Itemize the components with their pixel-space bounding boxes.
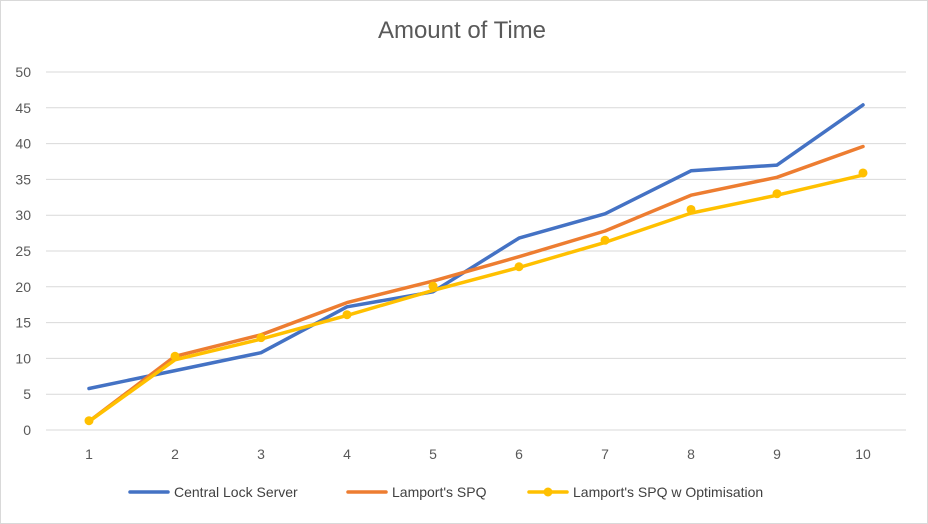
x-tick-label: 3	[257, 446, 265, 462]
legend: Central Lock Server Lamport's SPQ Lamport'…	[128, 484, 763, 500]
legend-label-0: Central Lock Server	[174, 484, 298, 500]
series-2-marker	[84, 416, 94, 426]
series-2-marker	[600, 235, 610, 245]
x-tick-label: 4	[343, 446, 351, 462]
series-2-marker	[170, 351, 180, 361]
series-2-marker	[342, 310, 352, 320]
series-lines	[84, 103, 868, 426]
y-tick-label: 5	[23, 386, 31, 402]
y-tick-label: 20	[15, 279, 31, 295]
y-tick-label: 50	[15, 64, 31, 80]
series-2-marker	[858, 168, 868, 178]
series-2-marker	[514, 262, 524, 272]
x-tick-label: 7	[601, 446, 609, 462]
y-tick-label: 15	[15, 315, 31, 331]
series-line-1	[87, 144, 865, 424]
legend-label-2: Lamport's SPQ w Optimisation	[573, 484, 763, 500]
legend-label-1: Lamport's SPQ	[392, 484, 487, 500]
y-tick-label: 10	[15, 350, 31, 366]
series-2-marker	[686, 204, 696, 214]
series-2-marker	[256, 333, 266, 343]
x-tick-label: 9	[773, 446, 781, 462]
x-tick-label: 6	[515, 446, 523, 462]
series-line-2	[87, 173, 865, 424]
x-axis-ticks: 1 2 3 4 5 6 7 8 9 10	[85, 446, 871, 462]
gridlines	[46, 71, 906, 431]
x-tick-label: 1	[85, 446, 93, 462]
x-tick-label: 5	[429, 446, 437, 462]
x-tick-label: 8	[687, 446, 695, 462]
y-axis-ticks: 0 5 10 15 20 25 30 35 40 45 50	[15, 64, 31, 438]
x-tick-label: 2	[171, 446, 179, 462]
x-tick-label: 10	[855, 446, 871, 462]
y-tick-label: 30	[15, 207, 31, 223]
y-tick-label: 40	[15, 136, 31, 152]
chart-title: Amount of Time	[378, 17, 546, 44]
legend-marker-2	[543, 487, 553, 497]
y-tick-label: 0	[23, 422, 31, 438]
y-tick-label: 35	[15, 171, 31, 187]
series-2-marker	[772, 189, 782, 199]
y-tick-label: 25	[15, 243, 31, 259]
y-tick-label: 45	[15, 100, 31, 116]
series-2-marker	[428, 281, 438, 291]
series-line-0	[87, 103, 865, 391]
